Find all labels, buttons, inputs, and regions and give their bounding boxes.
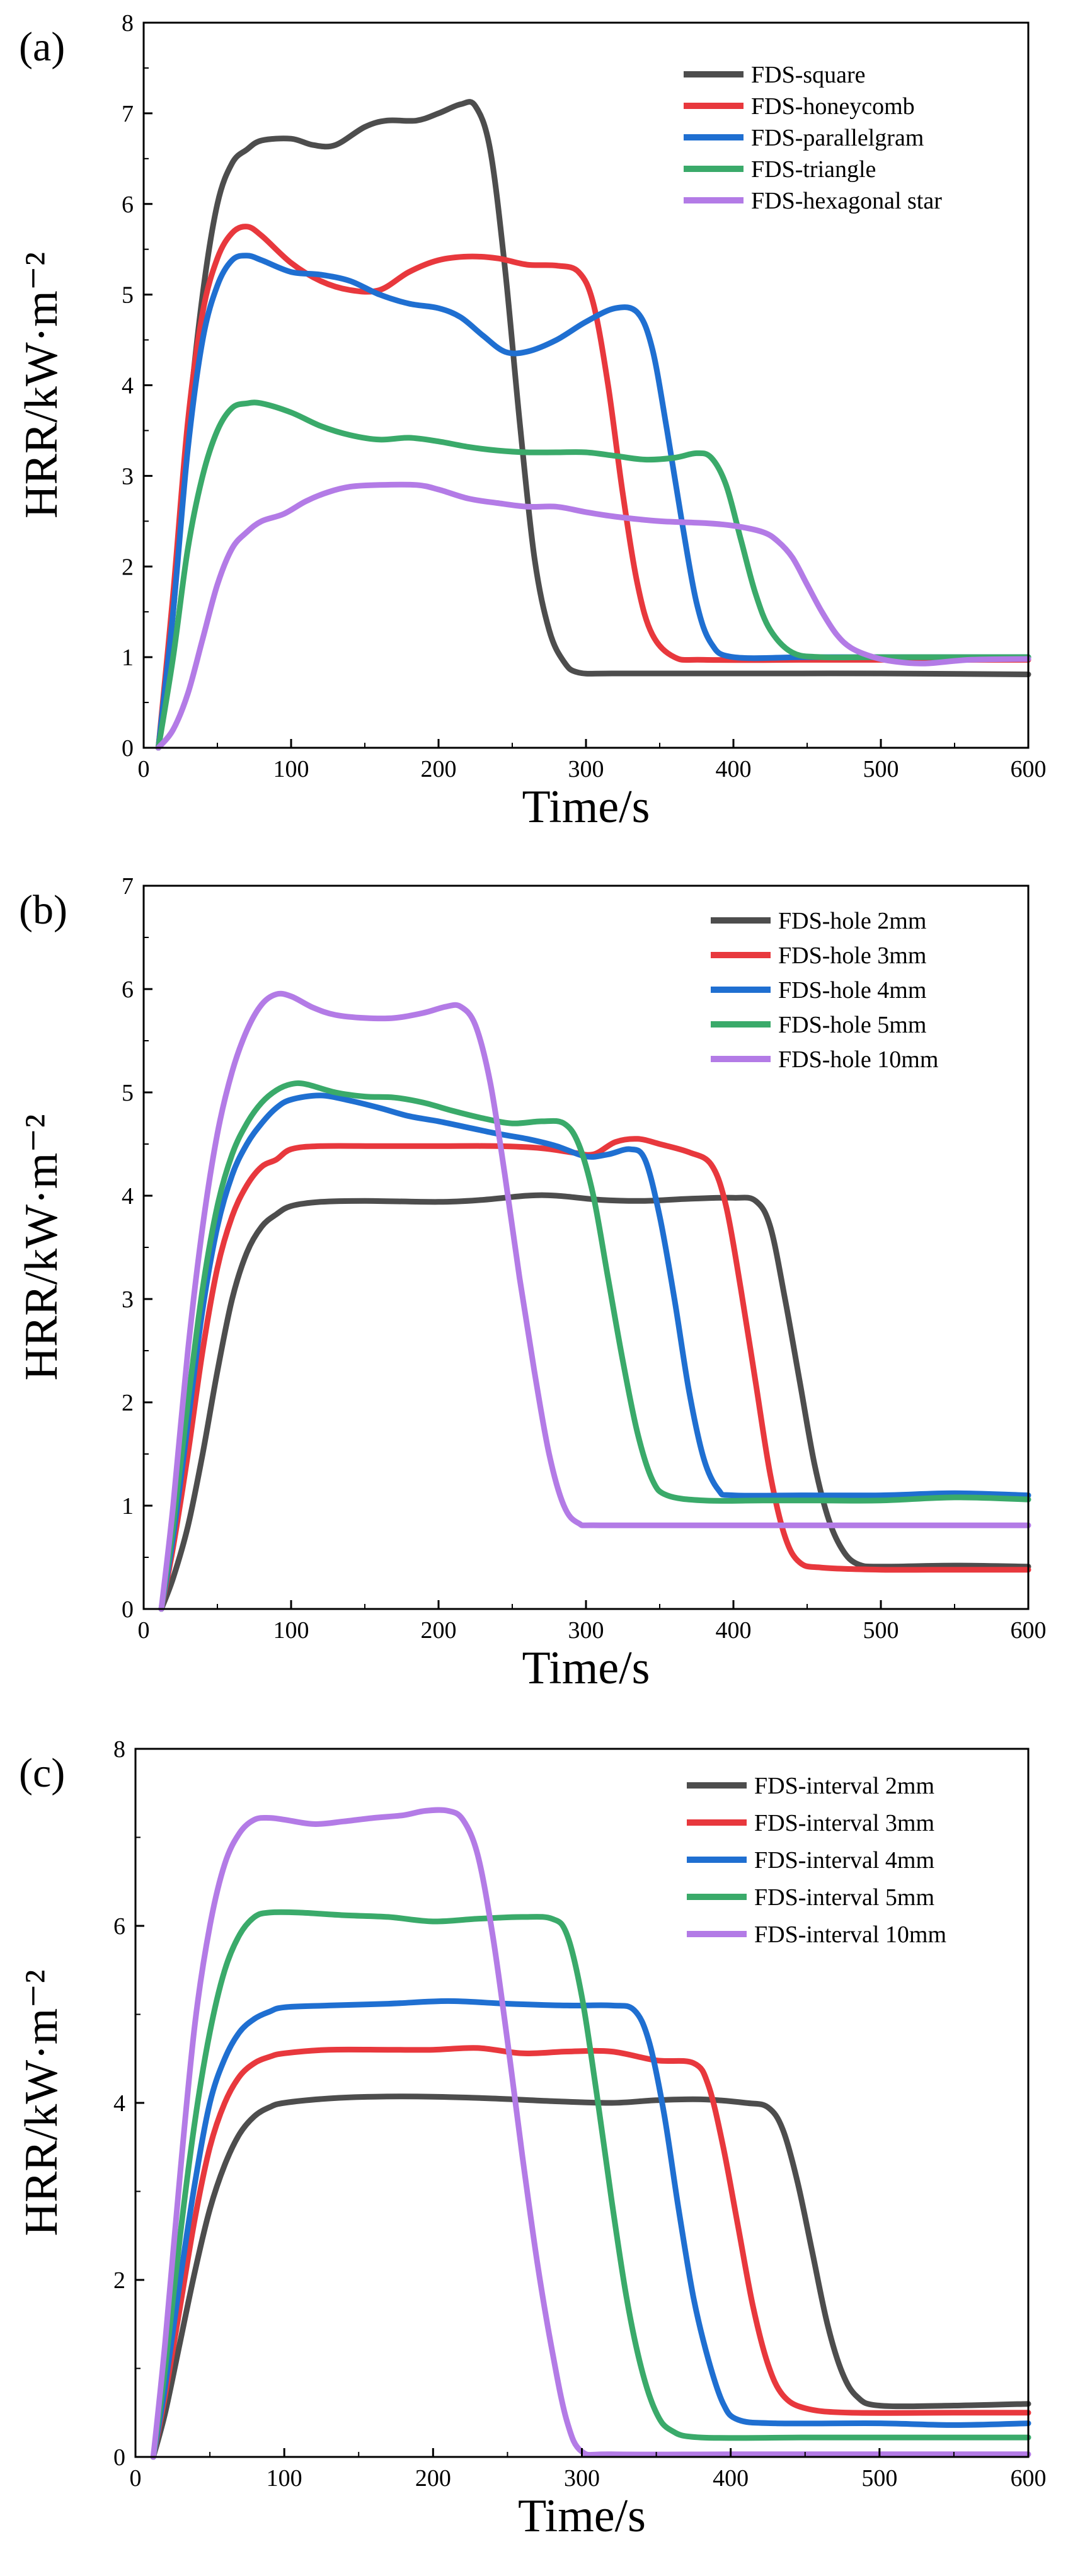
- legend-label: FDS-triangle: [751, 156, 876, 183]
- series-line-1: [150, 2093, 1031, 2460]
- y-tick-label: 3: [122, 1286, 134, 1313]
- x-axis-title: Time/s: [518, 2490, 646, 2542]
- legend: FDS-square FDS-honeycomb FDS-parallelgram F…: [684, 62, 942, 214]
- y-tick-label: 6: [122, 192, 134, 218]
- series-line-5: [158, 990, 1031, 1612]
- x-tick-label: 500: [863, 1617, 899, 1644]
- y-tick-label: 5: [122, 282, 134, 309]
- x-tick-label: 400: [716, 756, 752, 782]
- y-tick-label: 6: [113, 1913, 125, 1940]
- y-tick-label: 8: [113, 1736, 125, 1763]
- y-tick-label: 7: [122, 101, 134, 127]
- x-tick-label: 200: [421, 1617, 457, 1644]
- y-tick-label: 7: [122, 873, 134, 900]
- series-line-5: [150, 1807, 1031, 2460]
- legend-label: FDS-honeycomb: [751, 93, 915, 120]
- series-line-3: [155, 253, 1031, 751]
- y-tick-label: 4: [122, 1183, 134, 1210]
- legend: FDS-interval 2mm FDS-interval 3mm FDS-inte…: [687, 1773, 946, 1948]
- series-line-4: [155, 399, 1031, 751]
- series-line-1: [158, 1192, 1031, 1612]
- y-tick-label: 5: [122, 1080, 134, 1106]
- panel-label: (a): [19, 24, 65, 70]
- y-axis-title: HRR/kW·m⁻²: [16, 1969, 67, 2236]
- series-line-5: [155, 481, 1031, 751]
- x-tick-label: 0: [138, 1617, 150, 1644]
- panel-label: (c): [19, 1750, 65, 1796]
- x-tick-label: 200: [415, 2465, 451, 2492]
- x-tick-label: 600: [1011, 756, 1047, 782]
- series-line-3: [150, 1998, 1031, 2460]
- legend-label: FDS-interval 5mm: [754, 1884, 934, 1911]
- legend-label: FDS-hole 10mm: [778, 1046, 938, 1073]
- y-axis-title: HRR/kW·m⁻²: [16, 252, 67, 518]
- x-tick-label: 100: [267, 2465, 302, 2492]
- panel-c: 0 100 200 300 400 500 600 0 2 4 6 8 Time/s HRR/kW·m⁻²…: [16, 1736, 1047, 2542]
- x-axis-title: Time/s: [522, 1642, 650, 1694]
- legend-label: FDS-hole 2mm: [778, 908, 926, 934]
- y-tick-label: 2: [113, 2267, 125, 2294]
- series-line-2: [150, 2045, 1031, 2460]
- legend-label: FDS-interval 4mm: [754, 1847, 934, 1874]
- series-line-4: [158, 1080, 1031, 1612]
- legend-label: FDS-interval 10mm: [754, 1921, 946, 1948]
- series-line-3: [158, 1092, 1031, 1612]
- x-tick-label: 100: [273, 1617, 309, 1644]
- x-axis-title: Time/s: [522, 781, 650, 833]
- legend-label: FDS-hexagonal star: [751, 188, 942, 214]
- legend-label: FDS-hole 5mm: [778, 1012, 926, 1038]
- y-tick-label: 2: [122, 554, 134, 580]
- legend-label: FDS-parallelgram: [751, 125, 924, 151]
- y-tick-label: 4: [122, 373, 134, 399]
- legend-label: FDS-hole 3mm: [778, 942, 926, 969]
- series-line-2: [155, 224, 1031, 751]
- x-tick-label: 400: [713, 2465, 749, 2492]
- y-tick-label: 0: [122, 1596, 134, 1623]
- y-tick-label: 0: [122, 735, 134, 762]
- y-tick-label: 1: [122, 1493, 134, 1520]
- panel-a: 0 100 200 300 400 500 600 0 1 2 3 4 5 6 7 8 Time/s HRR/kW…: [16, 10, 1047, 833]
- x-tick-label: 500: [863, 756, 899, 782]
- legend-label: FDS-interval 2mm: [754, 1773, 934, 1799]
- y-tick-label: 3: [122, 463, 134, 489]
- x-tick-label: 300: [568, 1617, 604, 1644]
- legend-label: FDS-interval 3mm: [754, 1810, 934, 1836]
- x-tick-label: 0: [138, 756, 150, 782]
- y-tick-label: 2: [122, 1390, 134, 1416]
- legend-label: FDS-hole 4mm: [778, 977, 926, 1004]
- legend-label: FDS-square: [751, 62, 866, 88]
- x-tick-label: 400: [716, 1617, 752, 1644]
- y-axis-title: HRR/kW·m⁻²: [16, 1114, 67, 1380]
- x-tick-label: 300: [564, 2465, 600, 2492]
- x-tick-label: 0: [130, 2465, 142, 2492]
- x-tick-label: 100: [273, 756, 309, 782]
- y-tick-label: 1: [122, 644, 134, 671]
- y-tick-label: 4: [113, 2090, 125, 2117]
- x-tick-label: 600: [1011, 2465, 1047, 2492]
- series-line-4: [150, 1909, 1031, 2460]
- panel-b: 0 100 200 300 400 500 600 0 1 2 3 4 5 6 7 Time/s HRR/kW·…: [16, 873, 1047, 1694]
- y-tick-label: 6: [122, 976, 134, 1003]
- series-line-1: [155, 99, 1031, 751]
- x-tick-label: 300: [568, 756, 604, 782]
- legend: FDS-hole 2mm FDS-hole 3mm FDS-hole 4mm FDS-…: [711, 908, 938, 1073]
- y-tick-label: 8: [122, 10, 134, 37]
- x-tick-label: 500: [861, 2465, 897, 2492]
- x-tick-label: 200: [421, 756, 457, 782]
- y-tick-label: 0: [113, 2444, 125, 2471]
- x-tick-label: 600: [1011, 1617, 1047, 1644]
- panel-label: (b): [19, 887, 67, 933]
